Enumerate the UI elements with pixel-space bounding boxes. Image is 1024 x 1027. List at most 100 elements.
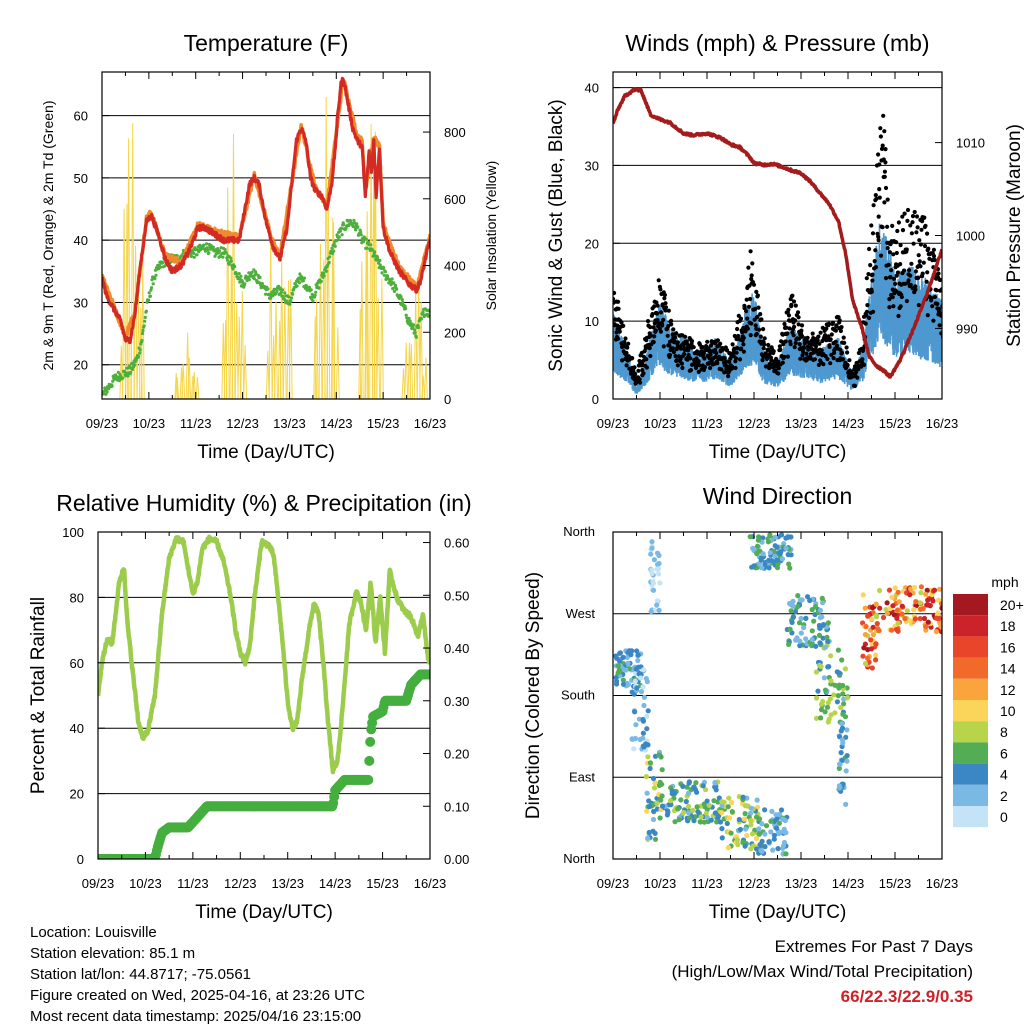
dewpoint-point	[342, 223, 346, 227]
insolation-line	[243, 345, 248, 399]
chart-title: Wind Direction	[703, 483, 853, 509]
wind-direction-point	[706, 802, 712, 809]
gust-point	[931, 318, 936, 323]
gust-point	[729, 366, 735, 371]
legend-label: 4	[1000, 767, 1008, 783]
dewpoint-point	[153, 276, 157, 281]
y2-tick-label: 1000	[956, 229, 985, 244]
station-info: Location: Louisville Station elevation: …	[30, 922, 365, 1027]
wind-direction-point	[645, 835, 651, 841]
wind-direction-point	[644, 790, 650, 796]
gust-point	[908, 273, 913, 278]
precip-point	[363, 774, 374, 785]
wind-direction-point	[870, 605, 876, 611]
wind-direction-point	[637, 736, 643, 743]
wind-direction-point	[937, 586, 942, 592]
dewpoint-point	[339, 226, 344, 231]
gust-point	[663, 308, 668, 313]
wind-direction-point	[840, 711, 846, 717]
gust-point	[622, 339, 627, 345]
gust-point	[796, 322, 801, 327]
wind-direction-point	[862, 631, 869, 638]
gust-series	[613, 113, 942, 388]
gust-point	[898, 304, 903, 309]
gust-point	[749, 273, 754, 278]
gust-point	[869, 289, 875, 294]
wind-direction-point	[762, 844, 768, 850]
gust-point	[877, 195, 882, 200]
dewpoint-point	[295, 284, 299, 288]
gust-point	[905, 207, 911, 213]
dewpoint-point	[352, 218, 356, 222]
wind-direction-point	[816, 632, 823, 639]
wind-direction-point	[840, 682, 846, 689]
dewpoint-point	[330, 252, 335, 256]
dewpoint-point	[161, 261, 165, 265]
gust-point	[824, 326, 829, 331]
x-tick-label: 11/23	[180, 416, 212, 431]
gust-point	[937, 277, 942, 282]
gust-point	[860, 357, 865, 362]
wind-direction-point	[873, 641, 879, 647]
wind-direction-point	[825, 620, 832, 626]
insolation-line	[288, 278, 293, 399]
legend-swatch	[953, 594, 988, 616]
gust-point	[645, 319, 651, 324]
insolation-line	[126, 138, 131, 399]
dewpoint-point	[364, 237, 368, 241]
x-tick-label: 12/23	[738, 876, 771, 891]
dewpoint-point	[151, 282, 155, 286]
gust-point	[715, 361, 720, 366]
recent-timestamp: Most recent data timestamp: 2025/04/16 2…	[30, 1008, 362, 1025]
insolation-line	[364, 235, 369, 399]
dewpoint-point	[281, 294, 285, 298]
x-tick-label: 14/23	[319, 876, 352, 891]
gust-point	[810, 331, 815, 336]
dewpoint-point	[400, 298, 404, 302]
gust-point	[913, 287, 918, 292]
gust-point	[737, 357, 743, 362]
wind-direction-point	[936, 597, 942, 603]
gust-point	[906, 278, 911, 283]
y2-tick-label: 1010	[956, 136, 985, 151]
insolation-line	[279, 259, 284, 399]
gust-point	[761, 340, 766, 345]
gust-point	[833, 339, 838, 344]
gust-point	[869, 223, 874, 228]
gust-point	[894, 240, 899, 245]
wind-direction-point	[771, 836, 777, 842]
gust-point	[878, 253, 884, 258]
figure-created: Figure created on Wed, 2025-04-16, at 23…	[30, 987, 365, 1004]
wind-direction-point	[904, 608, 911, 614]
gust-point	[771, 349, 776, 354]
wind-direction-point	[779, 532, 785, 538]
gust-point	[713, 354, 718, 360]
wind-direction-point	[899, 603, 905, 609]
wind-direction-point	[863, 623, 869, 630]
wind-direction-point	[714, 819, 720, 825]
dewpoint-point	[361, 240, 366, 244]
gust-point	[813, 344, 819, 349]
wind-direction-point	[659, 803, 666, 809]
gust-point	[852, 383, 858, 388]
wind-direction-point	[649, 539, 655, 545]
dewpoint-point	[382, 266, 386, 270]
dewpoint-point	[148, 294, 152, 298]
dewpoint-point	[275, 289, 279, 294]
wind-direction-point	[748, 822, 754, 828]
dewpoint-point	[355, 222, 359, 226]
chart-title: Relative Humidity (%) & Precipitation (i…	[56, 490, 471, 516]
gust-point	[754, 289, 759, 294]
gust-point	[776, 371, 781, 376]
dewpoint-point	[382, 273, 386, 277]
gust-point	[939, 313, 942, 318]
gust-point	[871, 309, 876, 314]
wind-direction-point	[657, 779, 663, 786]
wind-direction-point	[836, 765, 842, 772]
gust-point	[670, 346, 676, 351]
wind-direction-point	[795, 593, 801, 599]
wind-direction-point	[826, 664, 832, 670]
x-tick-label: 16/23	[414, 416, 447, 431]
wind-direction-point	[654, 800, 660, 807]
x-axis-label: Time (Day/UTC)	[709, 902, 847, 923]
